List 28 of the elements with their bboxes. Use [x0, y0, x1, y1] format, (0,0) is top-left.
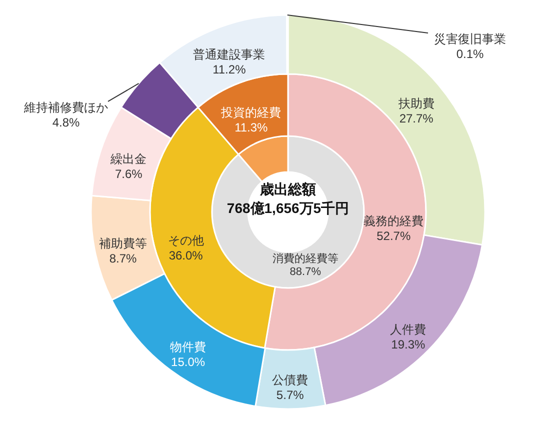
- slice-label: 義務的経費: [364, 214, 424, 228]
- slice-label: 投資的経費: [220, 106, 282, 120]
- data-label: 36.0%: [168, 248, 204, 262]
- slice-label: 維持補修費ほか: [23, 100, 108, 114]
- data-label: 11.2%: [212, 62, 246, 77]
- slice-label: 公債費: [272, 372, 308, 387]
- data-label: 27.7%: [399, 112, 434, 126]
- slice-label: 消費的経費等: [272, 252, 338, 265]
- slice-label: 普通建設事業: [193, 48, 266, 62]
- data-label: 52.7%: [376, 228, 411, 243]
- data-label: 19.3%: [391, 337, 426, 352]
- slice-label: その他: [168, 233, 204, 248]
- slice-label: 補助費等: [99, 236, 148, 251]
- slice-label: 物件費: [170, 340, 206, 354]
- slice-label: 繰出金: [110, 152, 147, 166]
- data-label: 0.1%: [456, 47, 484, 61]
- data-label: 88.7%: [290, 266, 322, 278]
- data-label: 11.3%: [234, 120, 268, 135]
- slice-label: 人件費: [390, 322, 426, 336]
- text: 768億1,656万5千円: [226, 200, 350, 216]
- data-label: 7.6%: [114, 166, 143, 181]
- data-label: 4.8%: [52, 115, 80, 130]
- slice-label: 扶助費: [397, 96, 434, 111]
- data-label: 5.7%: [276, 388, 304, 402]
- slice-label: 災害復旧事業: [434, 32, 506, 46]
- data-label: 15.0%: [171, 355, 206, 370]
- text: 歳出総額: [259, 181, 316, 197]
- data-label: 8.7%: [109, 252, 138, 266]
